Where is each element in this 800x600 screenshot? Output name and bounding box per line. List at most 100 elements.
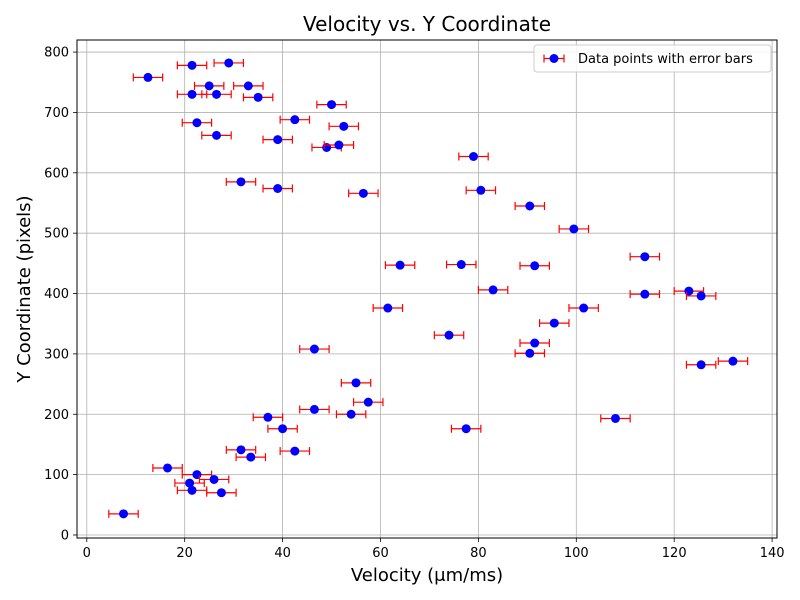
data-point — [267, 424, 298, 434]
point-marker — [187, 485, 197, 495]
data-point — [176, 60, 208, 70]
point-marker — [322, 142, 332, 152]
data-point — [600, 413, 631, 423]
data-point — [225, 177, 257, 187]
x-tick-label: 60 — [372, 546, 389, 561]
point-marker — [383, 303, 393, 313]
point-marker — [278, 424, 288, 434]
point-marker — [549, 318, 559, 328]
y-tick-label: 100 — [44, 468, 69, 483]
y-tick-label: 400 — [44, 287, 69, 302]
y-tick-label: 0 — [61, 528, 69, 543]
data-point — [352, 397, 384, 407]
data-point — [262, 135, 293, 145]
point-marker — [216, 488, 226, 498]
point-marker — [363, 397, 373, 407]
point-marker — [334, 140, 344, 150]
legend-label: Data points with error bars — [578, 52, 753, 67]
data-points — [108, 58, 749, 519]
data-point — [477, 285, 509, 295]
point-marker — [640, 289, 650, 299]
x-tick-label: 40 — [274, 546, 291, 561]
point-marker — [579, 303, 589, 313]
x-tick-label: 0 — [83, 546, 91, 561]
point-marker — [610, 413, 620, 423]
point-marker — [253, 92, 263, 102]
x-tick-label: 20 — [176, 546, 193, 561]
point-marker — [185, 478, 195, 488]
data-point — [629, 289, 661, 299]
point-marker — [456, 260, 466, 270]
y-axis-label: Y Coordinate (pixels) — [14, 195, 35, 383]
point-marker — [461, 424, 471, 434]
point-marker — [119, 509, 129, 519]
data-point — [299, 404, 330, 414]
data-point — [465, 185, 497, 195]
point-marker — [212, 130, 222, 140]
y-tick-label: 800 — [44, 46, 69, 61]
point-marker — [640, 252, 650, 262]
point-marker — [569, 224, 579, 234]
point-marker — [209, 474, 219, 484]
point-marker — [684, 286, 694, 296]
data-point — [450, 424, 482, 434]
point-marker — [530, 338, 540, 348]
point-marker — [290, 115, 300, 125]
data-point — [685, 291, 717, 301]
y-tick-label: 300 — [44, 347, 69, 362]
data-point — [458, 152, 489, 162]
point-marker — [243, 81, 253, 91]
point-marker — [444, 330, 454, 340]
data-point — [262, 183, 293, 193]
data-point — [514, 348, 546, 358]
point-marker — [346, 409, 356, 419]
data-point — [717, 356, 749, 366]
data-point — [181, 118, 213, 128]
point-marker — [290, 446, 300, 456]
point-marker — [309, 404, 319, 414]
data-point — [176, 89, 208, 99]
data-point — [558, 224, 590, 234]
point-marker — [236, 177, 246, 187]
data-point — [108, 509, 139, 519]
point-marker — [263, 412, 273, 422]
point-marker — [488, 285, 498, 295]
point-marker — [192, 470, 202, 480]
data-point — [685, 360, 717, 370]
point-marker — [309, 344, 319, 354]
point-marker — [351, 378, 361, 388]
data-point — [213, 58, 245, 68]
legend: Data points with error bars — [533, 44, 772, 73]
data-point — [316, 100, 347, 110]
point-marker — [143, 72, 153, 82]
y-tick-label: 200 — [44, 408, 69, 423]
data-point — [433, 330, 465, 340]
point-marker — [696, 360, 706, 370]
point-marker — [469, 152, 479, 162]
point-marker — [696, 291, 706, 301]
x-tick-label: 140 — [760, 546, 785, 561]
chart-title: Velocity vs. Y Coordinate — [303, 12, 551, 36]
data-point — [252, 412, 284, 422]
data-point — [201, 130, 232, 140]
data-point — [201, 89, 232, 99]
point-marker — [187, 60, 197, 70]
data-point — [384, 260, 416, 270]
data-point — [279, 446, 311, 456]
data-point — [193, 81, 225, 91]
point-marker — [327, 100, 337, 110]
y-tick-label: 500 — [44, 227, 69, 242]
plot-frame — [76, 39, 778, 539]
point-marker — [525, 348, 535, 358]
data-point — [519, 338, 550, 348]
data-point — [445, 260, 477, 270]
point-marker — [358, 188, 368, 198]
data-point — [629, 252, 661, 262]
data-point — [348, 188, 379, 198]
axis-ticks: 0 20 40 60 80 100 120 140 0 100 200 300 400 500 600 700… — [44, 46, 784, 561]
point-marker — [530, 261, 540, 271]
grid — [77, 40, 777, 538]
data-point — [568, 303, 599, 313]
